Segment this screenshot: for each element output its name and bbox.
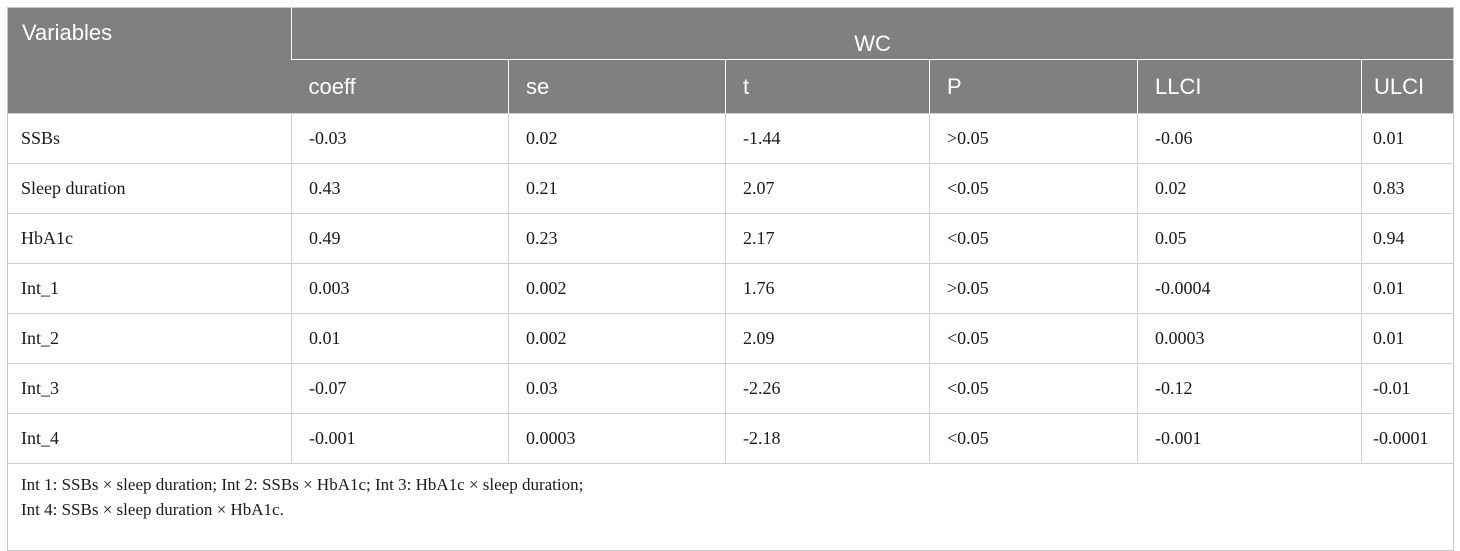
row-variable: Sleep duration: [7, 163, 292, 214]
cell-t: -2.26: [725, 363, 930, 414]
column-header-t: t: [725, 59, 930, 114]
cell-coeff: -0.001: [291, 413, 509, 464]
column-header-p: P: [929, 59, 1138, 114]
footnote-line-2: Int 4: SSBs × sleep duration × HbA1c.: [21, 500, 284, 519]
cell-coeff: 0.43: [291, 163, 509, 214]
results-table: Variables WC coeff se t P LLCI ULCI SSBs…: [7, 7, 1455, 551]
header-row-columns: coeff se t P LLCI ULCI: [8, 59, 1454, 114]
table-row: HbA1c 0.49 0.23 2.17 <0.05 0.05 0.94: [7, 213, 1454, 264]
cell-llci: -0.0004: [1137, 263, 1362, 314]
footnote-line-1: Int 1: SSBs × sleep duration; Int 2: SSB…: [21, 475, 584, 494]
cell-p: <0.05: [929, 213, 1138, 264]
cell-p: <0.05: [929, 163, 1138, 214]
wc-group-header: WC: [290, 7, 1454, 60]
row-variable: SSBs: [7, 113, 292, 164]
cell-llci: 0.05: [1137, 213, 1362, 264]
cell-p: <0.05: [929, 363, 1138, 414]
cell-coeff: 0.01: [291, 313, 509, 364]
column-header-ulci: ULCI: [1360, 59, 1454, 114]
table-row: Int_3 -0.07 0.03 -2.26 <0.05 -0.12 -0.01: [7, 363, 1454, 414]
column-header-coeff: coeff: [291, 59, 509, 114]
cell-coeff: 0.003: [291, 263, 509, 314]
row-variable: Int_4: [7, 413, 292, 464]
cell-ulci: 0.01: [1360, 113, 1454, 164]
cell-coeff: -0.07: [291, 363, 509, 414]
cell-p: <0.05: [929, 413, 1138, 464]
cell-ulci: 0.83: [1360, 163, 1454, 214]
cell-coeff: 0.49: [291, 213, 509, 264]
cell-ulci: 0.01: [1360, 263, 1454, 314]
cell-llci: -0.12: [1137, 363, 1362, 414]
cell-p: >0.05: [929, 113, 1138, 164]
cell-se: 0.21: [508, 163, 726, 214]
table-body: SSBs -0.03 0.02 -1.44 >0.05 -0.06 0.01 S…: [7, 113, 1454, 551]
cell-p: <0.05: [929, 313, 1138, 364]
row-variable: HbA1c: [7, 213, 292, 264]
row-variable: Int_1: [7, 263, 292, 314]
header-row-group: Variables WC: [7, 7, 1454, 114]
cell-llci: -0.001: [1137, 413, 1362, 464]
cell-ulci: 0.94: [1360, 213, 1454, 264]
cell-coeff: -0.03: [291, 113, 509, 164]
table-footnote-row: Int 1: SSBs × sleep duration; Int 2: SSB…: [7, 463, 1454, 551]
table-row: Int_1 0.003 0.002 1.76 >0.05 -0.0004 0.0…: [7, 263, 1454, 314]
cell-t: 2.17: [725, 213, 930, 264]
row-variable: Int_2: [7, 313, 292, 364]
cell-llci: 0.02: [1137, 163, 1362, 214]
cell-t: -1.44: [725, 113, 930, 164]
cell-t: -2.18: [725, 413, 930, 464]
table-header: Variables WC coeff se t P LLCI ULCI: [7, 7, 1454, 114]
cell-ulci: 0.01: [1360, 313, 1454, 364]
cell-se: 0.0003: [508, 413, 726, 464]
cell-se: 0.002: [508, 313, 726, 364]
cell-p: >0.05: [929, 263, 1138, 314]
column-header-se: se: [508, 59, 726, 114]
variables-header: Variables: [7, 7, 292, 114]
table-row: Int_4 -0.001 0.0003 -2.18 <0.05 -0.001 -…: [7, 413, 1454, 464]
table-footnote: Int 1: SSBs × sleep duration; Int 2: SSB…: [7, 463, 1454, 551]
table-row: Int_2 0.01 0.002 2.09 <0.05 0.0003 0.01: [7, 313, 1454, 364]
cell-se: 0.23: [508, 213, 726, 264]
cell-t: 2.09: [725, 313, 930, 364]
cell-llci: -0.06: [1137, 113, 1362, 164]
cell-se: 0.03: [508, 363, 726, 414]
cell-ulci: -0.0001: [1360, 413, 1454, 464]
cell-se: 0.02: [508, 113, 726, 164]
cell-se: 0.002: [508, 263, 726, 314]
cell-t: 2.07: [725, 163, 930, 214]
cell-ulci: -0.01: [1360, 363, 1454, 414]
cell-t: 1.76: [725, 263, 930, 314]
cell-llci: 0.0003: [1137, 313, 1362, 364]
column-header-llci: LLCI: [1137, 59, 1362, 114]
table-row: SSBs -0.03 0.02 -1.44 >0.05 -0.06 0.01: [7, 113, 1454, 164]
row-variable: Int_3: [7, 363, 292, 414]
table-row: Sleep duration 0.43 0.21 2.07 <0.05 0.02…: [7, 163, 1454, 214]
